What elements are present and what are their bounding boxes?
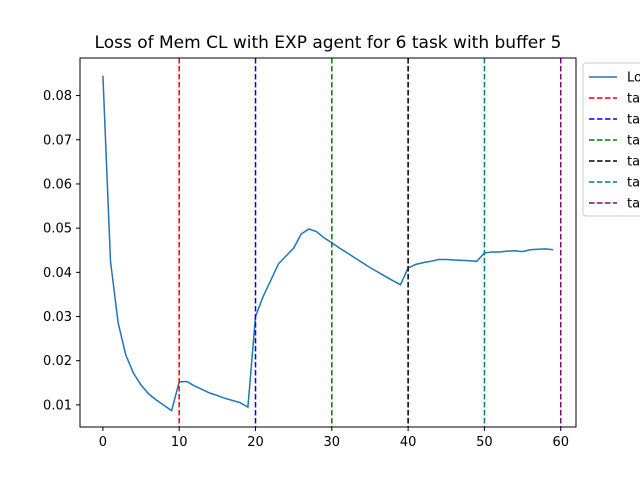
x-tick-label-4: 40 <box>400 435 417 450</box>
plot-frame <box>79 57 577 428</box>
y-tick-label-3: 0.04 <box>43 266 72 281</box>
x-tick-label-0: 0 <box>99 435 107 450</box>
x-tick-label-5: 50 <box>476 435 493 450</box>
x-tick-label-2: 20 <box>247 435 264 450</box>
y-tick-label-2: 0.03 <box>43 310 72 325</box>
y-tick-label-5: 0.06 <box>43 177 72 192</box>
legend-label-0: Lo <box>627 71 640 86</box>
y-tick-label-7: 0.08 <box>43 89 72 104</box>
x-tick-label-6: 60 <box>552 435 569 450</box>
legend-label-1: ta <box>627 92 640 107</box>
series-line-0 <box>102 75 554 412</box>
y-tick-label-0: 0.01 <box>43 398 72 413</box>
legend-label-2: ta <box>627 113 640 128</box>
y-tick-label-1: 0.02 <box>43 354 72 369</box>
y-tick-label-6: 0.07 <box>43 133 72 148</box>
legend-box <box>582 62 640 217</box>
y-tick-label-4: 0.05 <box>43 222 72 237</box>
legend-label-6: ta <box>627 197 640 212</box>
legend-label-3: ta <box>627 134 640 149</box>
x-tick-label-3: 30 <box>324 435 341 450</box>
legend-label-5: ta <box>627 176 640 191</box>
legend-label-4: ta <box>627 155 640 170</box>
chart-title: Loss of Mem CL with EXP agent for 6 task… <box>95 33 562 53</box>
x-tick-label-1: 10 <box>171 435 188 450</box>
